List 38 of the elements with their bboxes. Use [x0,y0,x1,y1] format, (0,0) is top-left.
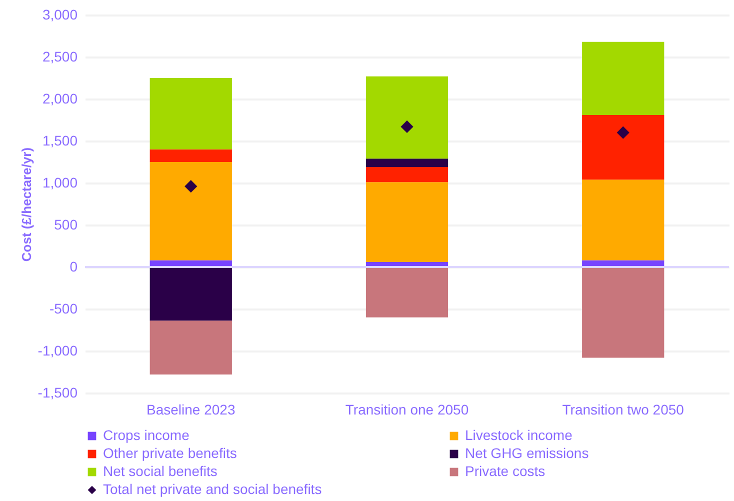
bar [366,167,448,182]
y-tick-label: 0 [70,258,78,274]
legend-label: Crops income [103,427,190,443]
bar [150,162,232,260]
x-tick-label: Transition one 2050 [345,402,469,418]
legend-label: Total net private and social benefits [103,481,322,497]
y-tick-label: -1,000 [38,342,78,358]
y-tick-label: -1,500 [38,384,78,400]
point [616,126,630,139]
y-tick-label: 2,500 [42,48,78,64]
bar [366,267,448,318]
point [400,120,414,134]
y-tick-label: -500 [49,300,78,316]
y-tick-label: 2,000 [42,90,78,106]
legend-label: Private costs [465,463,546,479]
bar [366,158,448,168]
y-tick-label: 1,000 [42,174,78,190]
legend-label: Livestock income [465,427,573,443]
legend-label: Net social benefits [103,463,218,479]
bar [582,114,664,180]
legend-label: Net GHG emissions [465,445,589,461]
bar [582,180,664,260]
bar [582,42,664,115]
bar [150,149,232,162]
x-tick-label: Baseline 2023 [146,402,236,418]
bar [366,76,448,159]
point [184,180,198,193]
bar [150,267,232,321]
y-tick-label: 500 [54,216,78,232]
x-tick-label: Transition two 2050 [562,402,684,418]
y-tick-label: 3,000 [42,6,78,22]
bar [150,78,232,150]
bar [150,320,232,375]
y-tick-label: 1,500 [42,132,78,148]
bar [366,182,448,262]
legend-label: Other private benefits [103,445,237,461]
y-axis-title: Cost (£/hectare/yr) [18,147,34,262]
bar [582,267,664,358]
